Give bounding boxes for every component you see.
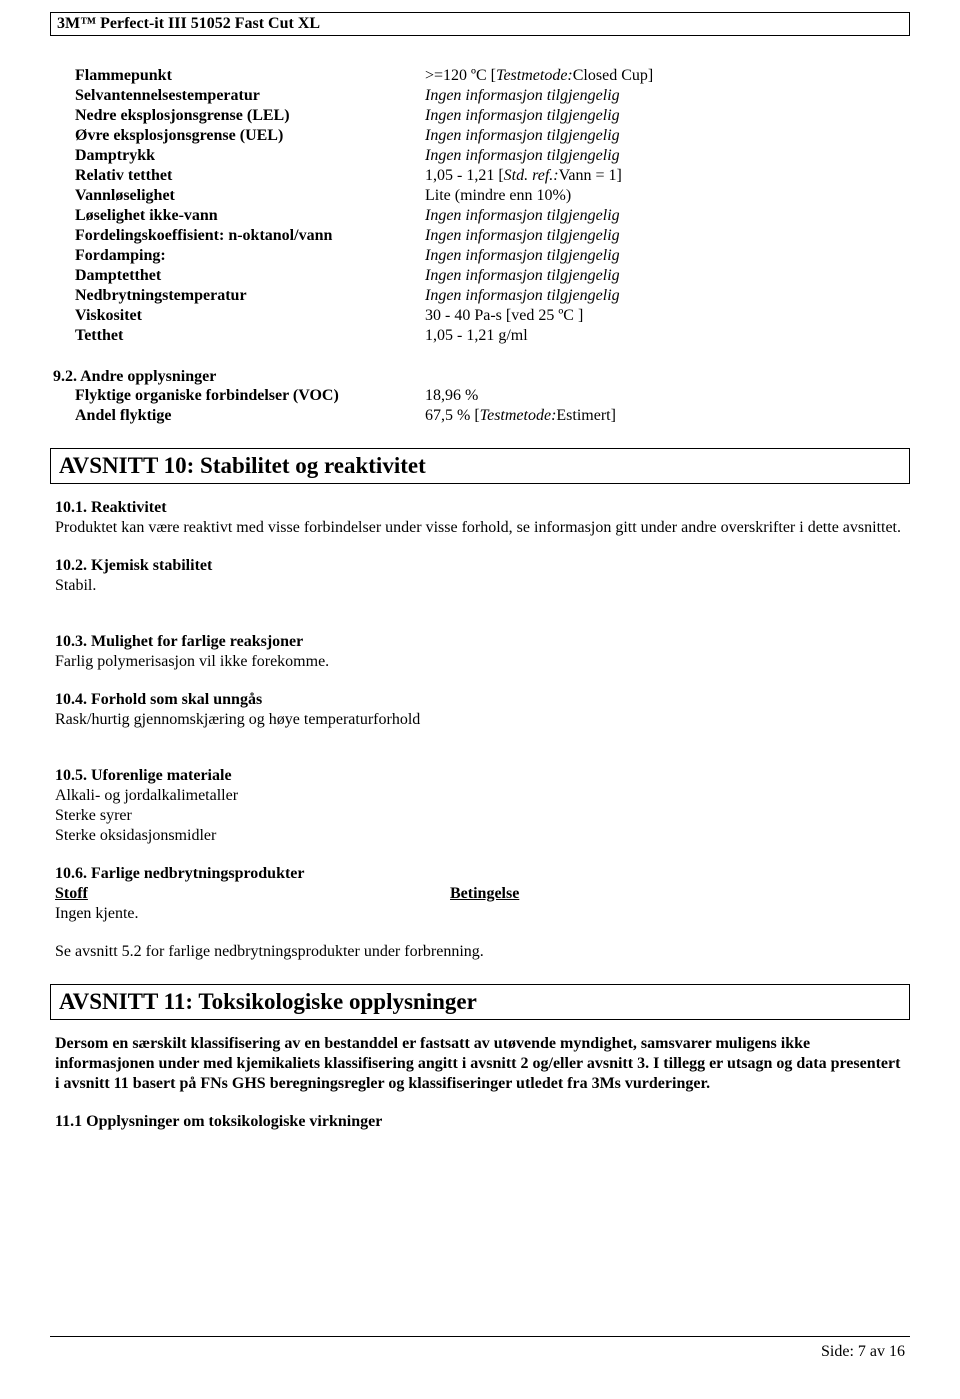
footer-prefix: Side: bbox=[821, 1343, 858, 1360]
section-92-label: Flyktige organiske forbindelser (VOC) bbox=[75, 386, 425, 406]
property-value: 1,05 - 1,21 g/ml bbox=[425, 326, 905, 346]
s10-5-line: Sterke syrer bbox=[55, 806, 905, 826]
section-92-value: 18,96 % bbox=[425, 386, 478, 406]
s10-6-col1: Stoff bbox=[55, 885, 88, 902]
s10-1-hdr: 10.1. Reaktivitet bbox=[55, 498, 905, 518]
s10-6-headrow: Stoff Betingelse bbox=[55, 884, 905, 904]
product-name: 3M™ Perfect-it III 51052 Fast Cut XL bbox=[57, 15, 320, 32]
property-label: Damptetthet bbox=[75, 266, 425, 286]
property-row: VannløselighetLite (mindre enn 10%) bbox=[75, 186, 905, 206]
property-label: Vannløselighet bbox=[75, 186, 425, 206]
property-row: Øvre eksplosjonsgrense (UEL)Ingen inform… bbox=[75, 126, 905, 146]
footer-pagenum: Side: 7 av 16 bbox=[821, 1343, 905, 1361]
property-row: DamptrykkIngen informasjon tilgjengelig bbox=[75, 146, 905, 166]
property-row: Flammepunkt>=120 ºC [Testmetode:Closed C… bbox=[75, 66, 905, 86]
footer-sep: av bbox=[866, 1343, 889, 1360]
property-label: Nedre eksplosjonsgrense (LEL) bbox=[75, 106, 425, 126]
property-value: Ingen informasjon tilgjengelig bbox=[425, 206, 905, 226]
s10-3-hdr: 10.3. Mulighet for farlige reaksjoner bbox=[55, 632, 905, 652]
property-row: Fordamping:Ingen informasjon tilgjengeli… bbox=[75, 246, 905, 266]
property-value: >=120 ºC [Testmetode:Closed Cup] bbox=[425, 66, 905, 86]
section-9-2: 9.2. Andre opplysninger Flyktige organis… bbox=[0, 368, 960, 426]
footer-rule bbox=[50, 1336, 910, 1337]
property-value: Ingen informasjon tilgjengelig bbox=[425, 226, 905, 246]
property-row: DamptetthetIngen informasjon tilgjengeli… bbox=[75, 266, 905, 286]
footer-total: 16 bbox=[889, 1343, 905, 1360]
section-92-row: Andel flyktige67,5 % [Testmetode:Estimer… bbox=[75, 406, 905, 426]
property-value: Ingen informasjon tilgjengelig bbox=[425, 286, 905, 306]
property-label: Tetthet bbox=[75, 326, 425, 346]
s10-6-hdr: 10.6. Farlige nedbrytningsprodukter bbox=[55, 864, 905, 884]
s10-5-line: Alkali- og jordalkalimetaller bbox=[55, 786, 905, 806]
s10-5-line: Sterke oksidasjonsmidler bbox=[55, 826, 905, 846]
property-value: Lite (mindre enn 10%) bbox=[425, 186, 905, 206]
section-92-label: Andel flyktige bbox=[75, 406, 425, 426]
property-row: Relativ tetthet1,05 - 1,21 [Std. ref.:Va… bbox=[75, 166, 905, 186]
avsnitt-10-header: AVSNITT 10: Stabilitet og reaktivitet bbox=[50, 448, 910, 484]
property-row: Løselighet ikke-vannIngen informasjon ti… bbox=[75, 206, 905, 226]
avsnitt-11-sub: 11.1 Opplysninger om toksikologiske virk… bbox=[55, 1112, 905, 1132]
property-value: Ingen informasjon tilgjengelig bbox=[425, 246, 905, 266]
avsnitt-10-title: AVSNITT 10: Stabilitet og reaktivitet bbox=[59, 453, 426, 478]
property-row: NedbrytningstemperaturIngen informasjon … bbox=[75, 286, 905, 306]
avsnitt-11-header: AVSNITT 11: Toksikologiske opplysninger bbox=[50, 984, 910, 1020]
property-value: 30 - 40 Pa-s [ved 25 ºC ] bbox=[425, 306, 905, 326]
property-value: Ingen informasjon tilgjengelig bbox=[425, 126, 905, 146]
property-value: Ingen informasjon tilgjengelig bbox=[425, 266, 905, 286]
s10-1-txt: Produktet kan være reaktivt med visse fo… bbox=[55, 518, 905, 538]
property-row: SelvantennelsestemperaturIngen informasj… bbox=[75, 86, 905, 106]
property-row: Viskositet30 - 40 Pa-s [ved 25 ºC ] bbox=[75, 306, 905, 326]
property-label: Fordamping: bbox=[75, 246, 425, 266]
avsnitt-11-intro: Dersom en særskilt klassifisering av en … bbox=[55, 1034, 905, 1094]
s10-3-txt: Farlig polymerisasjon vil ikke forekomme… bbox=[55, 652, 905, 672]
property-label: Flammepunkt bbox=[75, 66, 425, 86]
property-row: Tetthet1,05 - 1,21 g/ml bbox=[75, 326, 905, 346]
property-label: Nedbrytningstemperatur bbox=[75, 286, 425, 306]
page: 3M™ Perfect-it III 51052 Fast Cut XL Fla… bbox=[0, 12, 960, 1399]
property-label: Selvantennelsestemperatur bbox=[75, 86, 425, 106]
s10-5-hdr: 10.5. Uforenlige materiale bbox=[55, 766, 905, 786]
property-value: 1,05 - 1,21 [Std. ref.:Vann = 1] bbox=[425, 166, 905, 186]
footer-page: 7 bbox=[858, 1343, 866, 1360]
properties-block: Flammepunkt>=120 ºC [Testmetode:Closed C… bbox=[0, 36, 960, 346]
property-label: Damptrykk bbox=[75, 146, 425, 166]
s10-6-txt: Se avsnitt 5.2 for farlige nedbrytningsp… bbox=[55, 942, 905, 962]
property-label: Relativ tetthet bbox=[75, 166, 425, 186]
property-value: Ingen informasjon tilgjengelig bbox=[425, 146, 905, 166]
property-label: Fordelingskoeffisient: n-oktanol/vann bbox=[75, 226, 425, 246]
property-value: Ingen informasjon tilgjengelig bbox=[425, 86, 905, 106]
property-label: Viskositet bbox=[75, 306, 425, 326]
s10-2-txt: Stabil. bbox=[55, 576, 905, 596]
s10-2-hdr: 10.2. Kjemisk stabilitet bbox=[55, 556, 905, 576]
s10-4-txt: Rask/hurtig gjennomskjæring og høye temp… bbox=[55, 710, 905, 730]
property-label: Løselighet ikke-vann bbox=[75, 206, 425, 226]
s10-6-col2: Betingelse bbox=[450, 885, 519, 902]
property-value: Ingen informasjon tilgjengelig bbox=[425, 106, 905, 126]
section-92-title: 9.2. Andre opplysninger bbox=[53, 368, 905, 386]
section-92-value: 67,5 % [Testmetode:Estimert] bbox=[425, 406, 616, 426]
avsnitt-11-body: Dersom en særskilt klassifisering av en … bbox=[55, 1034, 905, 1132]
product-header: 3M™ Perfect-it III 51052 Fast Cut XL bbox=[50, 12, 910, 36]
property-row: Nedre eksplosjonsgrense (LEL)Ingen infor… bbox=[75, 106, 905, 126]
property-row: Fordelingskoeffisient: n-oktanol/vannIng… bbox=[75, 226, 905, 246]
section-92-row: Flyktige organiske forbindelser (VOC)18,… bbox=[75, 386, 905, 406]
s10-6-row: Ingen kjente. bbox=[55, 904, 905, 924]
property-label: Øvre eksplosjonsgrense (UEL) bbox=[75, 126, 425, 146]
s10-4-hdr: 10.4. Forhold som skal unngås bbox=[55, 690, 905, 710]
avsnitt-10-body: 10.1. Reaktivitet Produktet kan være rea… bbox=[55, 498, 905, 962]
avsnitt-11-title: AVSNITT 11: Toksikologiske opplysninger bbox=[59, 989, 477, 1014]
